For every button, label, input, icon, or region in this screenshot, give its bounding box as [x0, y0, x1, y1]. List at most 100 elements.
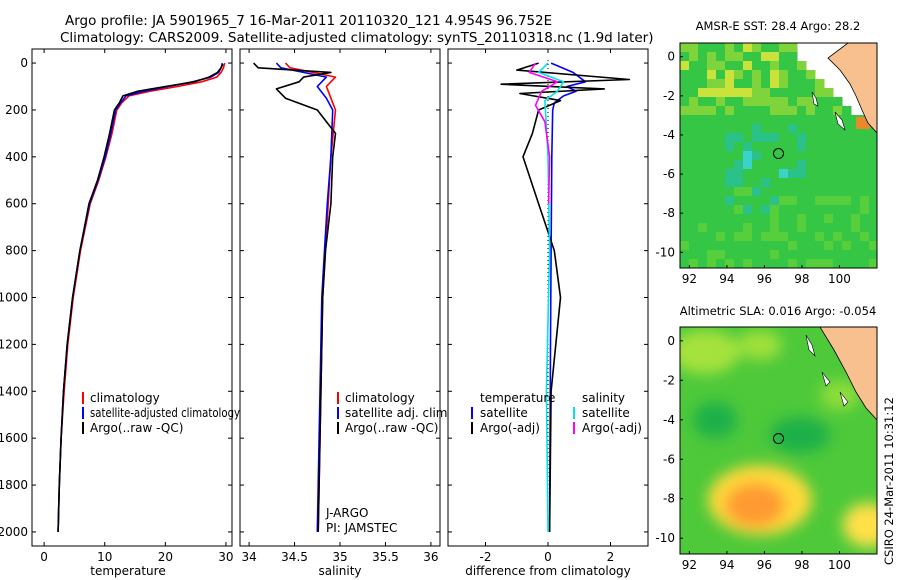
sst-cell — [734, 268, 744, 278]
sst-cell — [806, 205, 816, 215]
sst-cell — [860, 232, 870, 242]
sst-cell — [707, 70, 717, 80]
salinity-ticks: 34 34.5 35 35.5 36 — [241, 49, 439, 564]
island-sla — [805, 334, 816, 358]
program-label: J-ARGO — [325, 506, 368, 520]
sst-cell — [752, 115, 762, 125]
sst-cell — [842, 142, 852, 152]
sst-cell — [806, 196, 816, 206]
sst-cell — [770, 178, 780, 188]
sst-cell — [716, 88, 726, 98]
sst-cell — [698, 151, 708, 161]
sst-cell — [761, 52, 771, 62]
sla-map-title: Altimetric SLA: 0.016 Argo: -0.054 — [680, 304, 877, 318]
sst-cell — [842, 259, 852, 268]
lat-tick-label: 0 — [667, 50, 675, 64]
sst-cell — [842, 187, 852, 197]
lon-tick-label: 100 — [828, 558, 851, 572]
depth-tick-label: 200 — [5, 103, 28, 117]
sst-cell — [788, 88, 798, 98]
sst-cell — [842, 250, 852, 260]
sst-cell — [860, 250, 870, 260]
sst-cell — [752, 250, 762, 260]
sst-cell — [851, 196, 861, 206]
sst-cell — [815, 232, 825, 242]
sst-cell — [689, 187, 699, 197]
sla-lat-ticks: 0 -2 -4 -6 -8 -10 — [655, 334, 683, 545]
sst-cell — [707, 79, 717, 89]
sst-cell — [788, 196, 798, 206]
sst-cell — [725, 160, 735, 170]
sst-cell — [797, 259, 807, 268]
sst-cell — [806, 70, 816, 80]
sst-cell — [833, 205, 843, 215]
sst-cell — [707, 169, 717, 179]
sst-cell — [743, 43, 753, 53]
sst-cell — [725, 205, 735, 215]
sst-cell — [851, 124, 861, 134]
sst-cell — [815, 142, 825, 152]
sst-cell — [770, 142, 780, 152]
sst-cell — [716, 133, 726, 143]
sla-map-frame — [679, 326, 878, 555]
x-tick-label: 2 — [607, 550, 615, 564]
sst-cell — [707, 178, 717, 188]
sst-cell — [752, 133, 762, 143]
sst-cell — [725, 151, 735, 161]
sst-cell — [842, 223, 852, 233]
sst-cell — [725, 223, 735, 233]
figure-title-line2: Climatology: CARS2009. Satellite-adjuste… — [60, 30, 653, 46]
sst-cell — [833, 169, 843, 179]
sst-cell — [833, 133, 843, 143]
sst-cell — [797, 187, 807, 197]
sst-cell — [869, 169, 877, 179]
sst-cell — [725, 259, 735, 268]
sst-cell — [788, 214, 798, 224]
sst-cell — [716, 52, 726, 62]
sst-cell — [815, 223, 825, 233]
sst-cell — [806, 115, 816, 125]
sst-cell — [680, 205, 690, 215]
profile-line-salinity-argo-adj- — [528, 62, 559, 204]
sst-cell — [752, 61, 762, 71]
sst-cell — [770, 169, 780, 179]
sst-cell — [743, 232, 753, 242]
sst-cell — [770, 214, 780, 224]
sst-cell — [815, 160, 825, 170]
depth-tick-label: 400 — [5, 150, 28, 164]
sst-cell — [842, 133, 852, 143]
temperature-panel: 0 200 400 600 800 1000 1200 1400 1600 1800 2000 0 1… — [0, 48, 240, 578]
sst-cell — [689, 232, 699, 242]
sst-cell — [770, 43, 780, 53]
sst-cell — [689, 106, 699, 116]
sst-cell — [734, 61, 744, 71]
sla-blob-dark — [693, 402, 737, 438]
sst-cell — [689, 151, 699, 161]
sst-cell — [716, 124, 726, 134]
difference-profiles — [500, 62, 631, 532]
sst-cell — [815, 79, 825, 89]
sst-cell — [680, 214, 690, 224]
sst-cell — [779, 52, 789, 62]
sst-cell — [788, 232, 798, 242]
sst-cell — [716, 223, 726, 233]
sst-cell — [743, 88, 753, 98]
sst-cell — [698, 259, 708, 268]
depth-ticks: 0 200 400 600 800 1000 1200 1400 1600 1800 2000 — [0, 56, 232, 539]
sst-cell — [743, 61, 753, 71]
difference-panel: -2 0 2 difference from climatology tempera… — [447, 48, 649, 578]
sst-cell — [761, 259, 771, 268]
sst-cell — [761, 205, 771, 215]
sst-cell — [797, 169, 807, 179]
sst-cell — [860, 214, 870, 224]
sst-cell — [824, 178, 834, 188]
island-sla-3 — [839, 391, 849, 407]
sst-cell — [707, 241, 717, 251]
sst-cell — [824, 232, 834, 242]
sst-cell — [734, 169, 744, 179]
sst-cell — [752, 169, 762, 179]
sst-map-title: AMSR-E SST: 28.4 Argo: 28.2 — [696, 19, 861, 33]
sst-cell — [842, 169, 852, 179]
sst-cell — [824, 223, 834, 233]
sla-blob-orange — [725, 483, 785, 527]
